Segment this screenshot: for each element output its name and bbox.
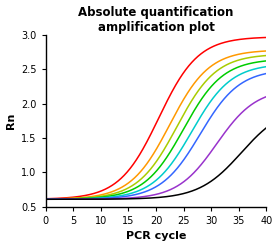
Title: Absolute quantification
amplification plot: Absolute quantification amplification pl… xyxy=(78,5,234,34)
Y-axis label: Rn: Rn xyxy=(6,113,16,129)
X-axis label: PCR cycle: PCR cycle xyxy=(126,231,186,242)
